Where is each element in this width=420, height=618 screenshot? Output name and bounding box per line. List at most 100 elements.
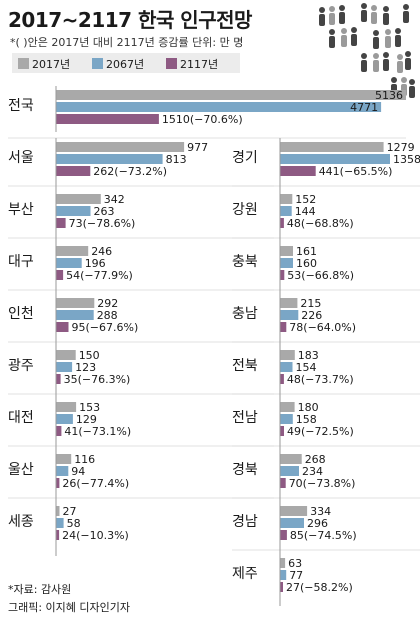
bar-region-1-series-2 [56, 102, 382, 112]
credit-note: 그래픽: 이지혜 디자인기자 [8, 601, 131, 614]
value-label-region-17-series-1: 334 [310, 505, 331, 518]
bar-region-13-series-2 [280, 310, 299, 320]
change-label-region-9-series-3: 24(−10.3%) [62, 529, 129, 542]
bar-region-3-series-2 [56, 206, 91, 216]
bar-region-18-series-1 [280, 558, 286, 568]
legend-label-2017: 2017년 [32, 58, 71, 71]
change-label-region-6-series-3: 35(−76.3%) [64, 373, 131, 386]
bar-region-6-series-1 [56, 350, 76, 360]
value-label-region-13-series-1: 215 [300, 297, 321, 310]
value-label-region-15-series-1: 180 [298, 401, 319, 414]
bar-region-7-series-2 [56, 414, 73, 424]
bar-region-1-series-3 [56, 114, 159, 124]
bar-region-2-series-3 [56, 166, 91, 176]
bar-region-5-series-1 [56, 298, 95, 308]
value-label-region-10-series-1: 1279 [387, 141, 415, 154]
bar-region-10-series-1 [280, 142, 384, 152]
region-label-region-10: 경기 [232, 150, 258, 166]
region-label-region-14: 전북 [232, 358, 258, 374]
region-label-region-17: 경남 [232, 514, 258, 530]
bar-region-15-series-3 [280, 426, 284, 436]
bar-region-14-series-2 [280, 362, 293, 372]
bar-region-12-series-3 [280, 270, 285, 280]
region-label-region-5: 인천 [8, 306, 34, 322]
change-label-region-1-series-3: 1510(−70.6%) [162, 113, 243, 126]
bar-region-6-series-2 [56, 362, 73, 372]
value-label-region-11-series-1: 152 [295, 193, 316, 206]
legend-item-2117: 2117년 [166, 56, 218, 72]
source-note: *자료: 감사원 [8, 583, 72, 596]
bar-region-16-series-1 [280, 454, 302, 464]
value-label-region-8-series-2: 94 [71, 465, 85, 478]
crowd-illustration-icon [319, 3, 415, 98]
legend-swatch-2067 [92, 58, 103, 69]
change-label-region-5-series-3: 95(−67.6%) [72, 321, 139, 334]
bar-region-13-series-3 [280, 322, 287, 332]
chart-title: 2017~2117 한국 인구전망 [8, 8, 252, 32]
bar-region-11-series-2 [280, 206, 292, 216]
value-label-region-5-series-2: 288 [97, 309, 118, 322]
value-label-region-7-series-2: 129 [76, 413, 97, 426]
region-label-region-3: 부산 [8, 202, 34, 218]
change-label-region-18-series-3: 27(−58.2%) [286, 581, 353, 594]
region-label-region-15: 전남 [232, 410, 258, 426]
value-label-region-15-series-2: 158 [296, 413, 317, 426]
value-label-region-2-series-2: 813 [166, 153, 187, 166]
bar-region-17-series-3 [280, 530, 287, 540]
value-label-region-17-series-2: 296 [307, 517, 328, 530]
value-label-region-8-series-1: 116 [74, 453, 95, 466]
value-label-region-16-series-2: 234 [302, 465, 323, 478]
bar-region-2-series-2 [56, 154, 163, 164]
bar-region-4-series-2 [56, 258, 82, 268]
bar-region-18-series-2 [280, 570, 287, 580]
change-label-region-3-series-3: 73(−78.6%) [69, 217, 136, 230]
bar-region-12-series-1 [280, 246, 293, 256]
value-label-region-18-series-1: 63 [288, 557, 302, 570]
region-label-region-16: 경북 [232, 462, 258, 478]
region-label-region-12: 충북 [232, 254, 258, 270]
bar-region-4-series-1 [56, 246, 89, 256]
value-label-region-5-series-1: 292 [97, 297, 118, 310]
region-label-region-11: 강원 [232, 202, 258, 218]
value-label-region-6-series-2: 123 [75, 361, 96, 374]
bar-region-3-series-1 [56, 194, 101, 204]
bar-region-10-series-2 [280, 154, 390, 164]
change-label-region-7-series-3: 41(−73.1%) [64, 425, 131, 438]
value-label-region-9-series-2: 58 [67, 517, 81, 530]
bar-region-14-series-1 [280, 350, 295, 360]
value-label-region-14-series-1: 183 [298, 349, 319, 362]
value-label-region-1-series-1: 5136 [375, 89, 403, 102]
change-label-region-12-series-3: 53(−66.8%) [287, 269, 354, 282]
region-label-region-8: 울산 [8, 462, 34, 478]
bar-region-1-series-1 [56, 90, 406, 100]
legend-item-2017: 2017년 [18, 56, 70, 72]
legend-item-2067: 2067년 [92, 56, 144, 72]
change-label-region-4-series-3: 54(−77.9%) [66, 269, 133, 282]
bar-region-3-series-3 [56, 218, 66, 228]
change-label-region-11-series-3: 48(−68.8%) [287, 217, 354, 230]
value-label-region-6-series-1: 150 [79, 349, 100, 362]
bar-region-13-series-1 [280, 298, 298, 308]
value-label-region-1-series-2: 4771 [350, 101, 378, 114]
region-label-region-18: 제주 [232, 566, 258, 582]
change-label-region-13-series-3: 78(−64.0%) [289, 321, 356, 334]
region-label-region-6: 광주 [8, 358, 34, 374]
change-label-region-16-series-3: 70(−73.8%) [289, 477, 356, 490]
bar-region-9-series-3 [56, 530, 60, 540]
value-label-region-14-series-2: 154 [296, 361, 317, 374]
bar-region-16-series-2 [280, 466, 299, 476]
